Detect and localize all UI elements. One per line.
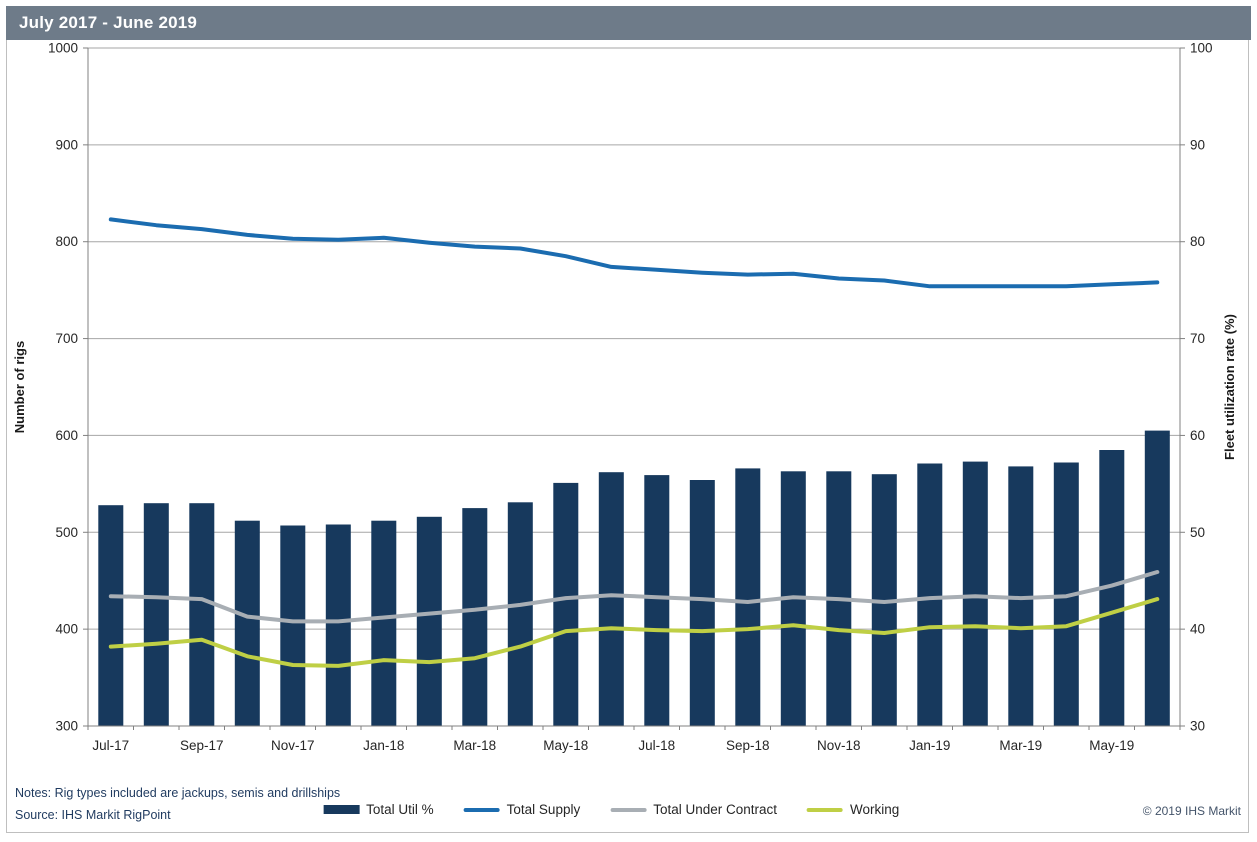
svg-text:Nov-17: Nov-17 (271, 738, 315, 753)
gridlines (88, 47, 1180, 630)
svg-text:40: 40 (1190, 622, 1205, 637)
svg-text:600: 600 (55, 428, 78, 443)
svg-text:Sep-18: Sep-18 (726, 738, 770, 753)
left-axis-title: Number of rigs (12, 341, 27, 433)
right-axis-title: Fleet utilization rate (%) (1222, 314, 1237, 460)
svg-text:Jul-17: Jul-17 (92, 738, 129, 753)
bar (1144, 430, 1170, 726)
svg-text:400: 400 (55, 622, 78, 637)
chart-title: July 2017 - June 2019 (19, 13, 198, 32)
legend-item-total-under-contract: Total Under Contract (610, 802, 777, 817)
bar (689, 480, 715, 726)
bar (735, 468, 761, 726)
bar (462, 508, 488, 726)
svg-text:May-18: May-18 (543, 738, 588, 753)
svg-text:Jul-18: Jul-18 (638, 738, 675, 753)
svg-text:Sep-17: Sep-17 (180, 738, 224, 753)
svg-text:70: 70 (1190, 331, 1205, 346)
chart-title-bar: July 2017 - June 2019 (6, 6, 1251, 40)
svg-text:Nov-18: Nov-18 (817, 738, 861, 753)
bar (553, 482, 579, 726)
legend-label: Total Util % (366, 802, 434, 817)
bar (507, 502, 533, 726)
line-series-total-under-contract (108, 570, 1160, 624)
svg-text:90: 90 (1190, 137, 1205, 152)
svg-text:80: 80 (1190, 234, 1205, 249)
legend-label: Working (850, 802, 900, 817)
bar (325, 524, 351, 726)
notes-text: Notes: Rig types included are jackups, s… (15, 786, 341, 800)
bar (98, 505, 124, 726)
svg-text:1000: 1000 (48, 41, 78, 56)
legend-swatch (323, 805, 360, 814)
svg-text:300: 300 (55, 719, 78, 734)
bar (280, 525, 306, 726)
legend-swatch (807, 807, 844, 812)
line-series-total-supply (108, 217, 1160, 289)
bar (644, 475, 670, 726)
svg-text:Mar-18: Mar-18 (453, 738, 496, 753)
svg-text:30: 30 (1190, 719, 1205, 734)
svg-text:100: 100 (1190, 41, 1213, 56)
svg-text:800: 800 (55, 234, 78, 249)
bar-series-total-util (98, 430, 1170, 726)
bar (143, 503, 169, 726)
legend-label: Total Supply (506, 802, 581, 817)
svg-text:Jan-18: Jan-18 (363, 738, 404, 753)
svg-text:900: 900 (55, 137, 78, 152)
svg-text:Jan-19: Jan-19 (909, 738, 950, 753)
x-axis: Jul-17 Sep-17 Nov-17 Jan-18 Mar-18 May-18 Jul-… (87, 726, 1181, 753)
legend-swatch (463, 807, 500, 812)
legend-item-working: Working (807, 802, 899, 817)
chart-footnotes: Notes: Rig types included are jackups, s… (15, 782, 340, 826)
bar (234, 520, 260, 726)
svg-text:500: 500 (55, 525, 78, 540)
svg-text:50: 50 (1190, 525, 1205, 540)
legend-item-total-util-: Total Util % (323, 802, 434, 817)
line-series-working (108, 597, 1160, 668)
bar (189, 503, 215, 726)
copyright-text: © 2019 IHS Markit (1142, 804, 1241, 818)
y-axis-right: 100 90 80 70 60 50 40 30 (1180, 41, 1213, 734)
chart-legend: Total Util % Total Supply Total Under Cont… (323, 802, 899, 817)
svg-text:700: 700 (55, 331, 78, 346)
svg-text:May-19: May-19 (1089, 738, 1134, 753)
bar (598, 472, 624, 726)
bar (962, 461, 988, 726)
source-text: Source: IHS Markit RigPoint (15, 808, 171, 822)
y-axis-left: 1000 900 800 700 600 500 400 300 (48, 41, 88, 734)
bar (371, 520, 397, 726)
svg-text:60: 60 (1190, 428, 1205, 443)
legend-label: Total Under Contract (653, 802, 778, 817)
bar (416, 516, 442, 726)
bar (917, 463, 943, 726)
legend-item-total-supply: Total Supply (463, 802, 581, 817)
legend-swatch (610, 807, 647, 812)
svg-text:Mar-19: Mar-19 (999, 738, 1042, 753)
